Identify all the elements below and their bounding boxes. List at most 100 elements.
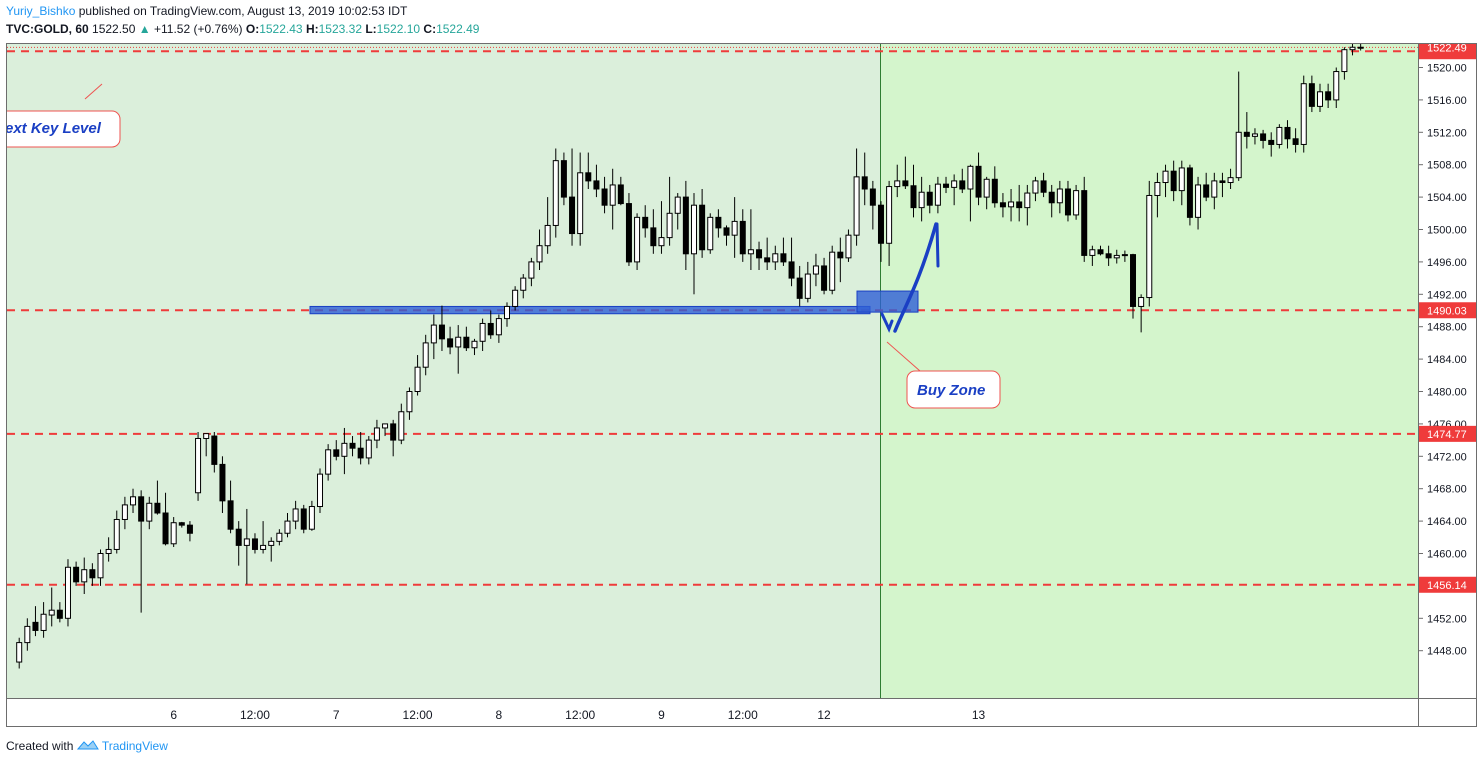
- candle[interactable]: [56, 602, 63, 623]
- candle[interactable]: [682, 180, 689, 270]
- candle[interactable]: [902, 156, 909, 189]
- candle[interactable]: [438, 305, 445, 351]
- candle[interactable]: [804, 261, 811, 303]
- candle[interactable]: [1284, 120, 1291, 149]
- candle[interactable]: [24, 618, 31, 651]
- candle[interactable]: [796, 265, 803, 307]
- candle[interactable]: [154, 480, 161, 515]
- candle[interactable]: [837, 237, 844, 283]
- candle[interactable]: [877, 201, 884, 262]
- candle[interactable]: [463, 326, 470, 351]
- candle[interactable]: [886, 180, 893, 266]
- candle[interactable]: [292, 500, 299, 530]
- candle[interactable]: [317, 468, 324, 513]
- candle[interactable]: [690, 193, 697, 295]
- candle[interactable]: [1349, 44, 1356, 56]
- candle[interactable]: [625, 193, 632, 266]
- candle[interactable]: [983, 176, 990, 210]
- candle[interactable]: [585, 152, 592, 189]
- level-price-tag[interactable]: 1456.14: [1419, 576, 1476, 593]
- candle[interactable]: [967, 164, 974, 222]
- candle[interactable]: [1243, 112, 1250, 149]
- candle[interactable]: [1260, 129, 1267, 149]
- candle[interactable]: [666, 176, 673, 246]
- candle[interactable]: [1154, 172, 1161, 218]
- candle[interactable]: [650, 209, 657, 254]
- key-level-callout[interactable]: ext Key Level: [0, 83, 121, 148]
- candle[interactable]: [1064, 180, 1071, 222]
- candle[interactable]: [723, 225, 730, 246]
- candle[interactable]: [577, 152, 584, 246]
- candle[interactable]: [528, 257, 535, 287]
- candle[interactable]: [975, 152, 982, 206]
- candle[interactable]: [430, 314, 437, 360]
- candle[interactable]: [707, 213, 714, 254]
- candle[interactable]: [284, 513, 291, 538]
- candle[interactable]: [130, 488, 137, 513]
- candle[interactable]: [788, 237, 795, 287]
- chart-container[interactable]: ext Key Level Buy Zone 1448.00 1452.00 145…: [0, 30, 1477, 727]
- candle[interactable]: [1317, 83, 1323, 113]
- candle[interactable]: [504, 302, 510, 327]
- candle[interactable]: [1113, 249, 1120, 264]
- candle[interactable]: [764, 237, 771, 270]
- candle[interactable]: [674, 193, 681, 230]
- candle[interactable]: [32, 606, 39, 637]
- candle[interactable]: [300, 504, 307, 534]
- candle[interactable]: [560, 152, 567, 206]
- candle[interactable]: [1170, 160, 1177, 202]
- candle[interactable]: [1341, 47, 1348, 80]
- buy-zone-box[interactable]: [856, 290, 919, 313]
- last-price-tag[interactable]: 1522.49: [1419, 39, 1476, 56]
- candle[interactable]: [861, 152, 868, 206]
- candle[interactable]: [73, 561, 80, 586]
- candle[interactable]: [699, 189, 706, 258]
- candle[interactable]: [1203, 172, 1210, 202]
- candle[interactable]: [479, 318, 486, 351]
- candle[interactable]: [869, 180, 876, 230]
- candle[interactable]: [398, 403, 405, 445]
- candle[interactable]: [471, 338, 478, 356]
- candle[interactable]: [520, 274, 527, 299]
- candle[interactable]: [308, 500, 315, 531]
- candle[interactable]: [918, 176, 925, 222]
- candle[interactable]: [203, 433, 210, 457]
- candle[interactable]: [991, 166, 998, 208]
- candle[interactable]: [382, 423, 389, 437]
- candle[interactable]: [325, 444, 332, 481]
- candle[interactable]: [1219, 172, 1226, 198]
- level-price-tag[interactable]: 1490.03: [1419, 302, 1476, 319]
- candle[interactable]: [552, 148, 559, 238]
- candle[interactable]: [780, 237, 787, 266]
- candle[interactable]: [536, 229, 543, 271]
- candle[interactable]: [609, 168, 616, 230]
- candle[interactable]: [1162, 164, 1169, 198]
- candle[interactable]: [756, 241, 763, 270]
- time-axis[interactable]: 6 12:00 7 12:00 8 12:00 9 12:00 12 13: [170, 708, 985, 722]
- candle[interactable]: [97, 549, 104, 586]
- candle[interactable]: [512, 286, 519, 311]
- candle[interactable]: [910, 164, 917, 218]
- candle[interactable]: [601, 176, 608, 214]
- price-axis[interactable]: 1448.001452.001456.001460.001464.001468.…: [1418, 30, 1476, 658]
- candle[interactable]: [357, 432, 364, 465]
- candle[interactable]: [1105, 245, 1112, 266]
- candle[interactable]: [569, 148, 576, 246]
- candle[interactable]: [1292, 128, 1299, 153]
- candle[interactable]: [227, 480, 234, 534]
- candle[interactable]: [1138, 294, 1145, 333]
- candle[interactable]: [853, 148, 860, 246]
- candle[interactable]: [1357, 44, 1364, 51]
- candle[interactable]: [1333, 67, 1340, 109]
- candle[interactable]: [1178, 160, 1185, 206]
- candle[interactable]: [81, 557, 88, 594]
- candle[interactable]: [812, 253, 819, 287]
- candle[interactable]: [186, 521, 193, 542]
- candle[interactable]: [178, 521, 185, 528]
- candle[interactable]: [414, 355, 421, 396]
- candle[interactable]: [105, 537, 112, 562]
- level-price-tag[interactable]: 1474.77: [1419, 425, 1476, 442]
- candle[interactable]: [276, 529, 283, 546]
- candle[interactable]: [593, 164, 600, 198]
- candle[interactable]: [333, 440, 340, 461]
